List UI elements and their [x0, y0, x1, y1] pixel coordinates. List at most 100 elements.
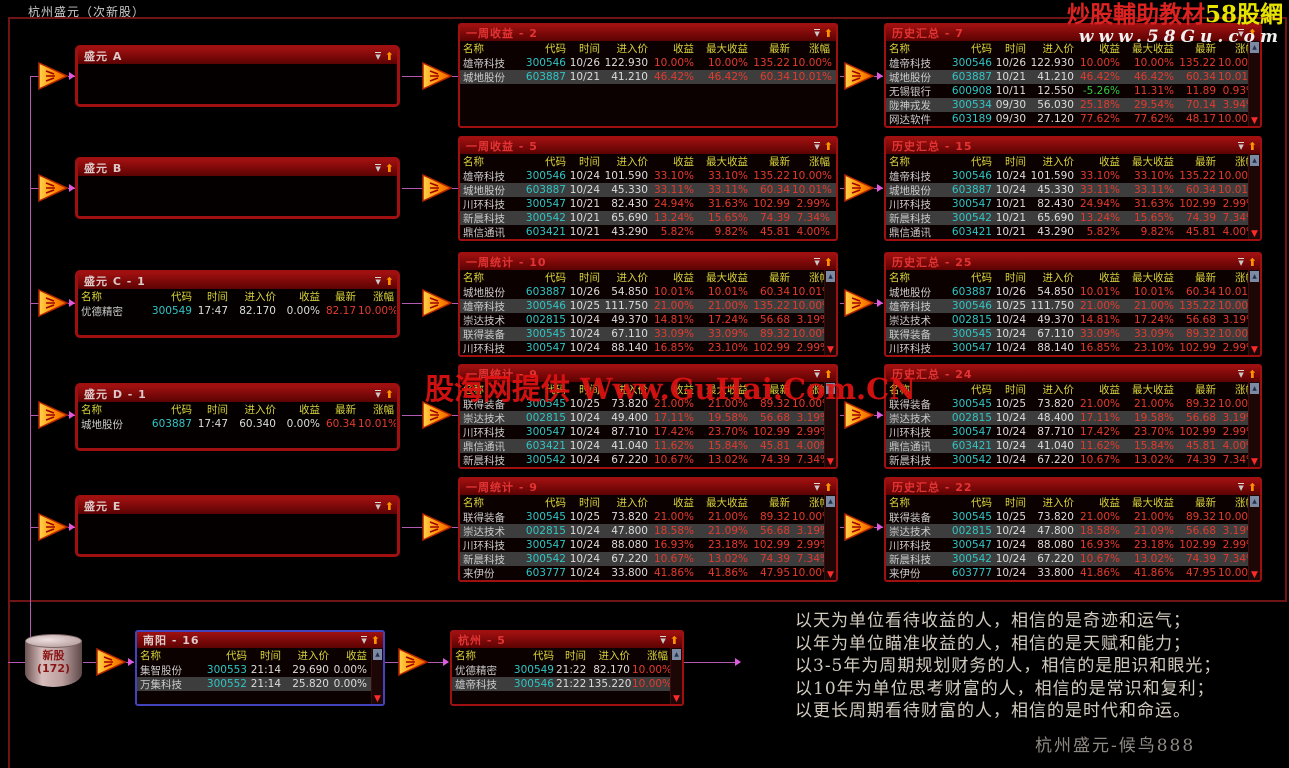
- table-row[interactable]: 崇达技术 002815 10/24 49.400 17.11% 19.58% 56.68 3.…: [460, 411, 836, 425]
- table-row[interactable]: 新晨科技 300542 10/24 67.220 10.67% 13.02% 74.39 7.…: [460, 552, 836, 566]
- table-row[interactable]: 崇达技术 002815 10/24 48.400 17.11% 19.58% 56.68 3.…: [886, 411, 1260, 425]
- scroll-down-icon[interactable]: ▼: [827, 345, 834, 355]
- scroll-up-icon[interactable]: ▲: [1250, 383, 1259, 394]
- scroll-down-icon[interactable]: ▼: [374, 694, 381, 704]
- expand-icon[interactable]: ⬆: [669, 633, 679, 647]
- table-row[interactable]: 新晨科技 300542 10/24 67.220 10.67% 13.02% 74.39 7.…: [886, 552, 1260, 566]
- scroll-down-icon[interactable]: ▼: [673, 694, 680, 704]
- scroll-up-icon[interactable]: ▲: [826, 271, 835, 282]
- table-row[interactable]: 崇达技术 002815 10/24 47.800 18.58% 21.09% 56.68 3.…: [886, 524, 1260, 538]
- flow-arrow-icon[interactable]: [38, 512, 69, 542]
- panel-header[interactable]: 杭州 - 5 ▼ ⬆: [452, 632, 682, 648]
- scroll-down-icon[interactable]: ▼: [1251, 457, 1258, 467]
- panel-header[interactable]: 盛元 E ▼ ⬆: [78, 498, 397, 514]
- table-row[interactable]: 雄帝科技 300546 10/25 111.750 21.00% 21.00% 135.22…: [886, 299, 1260, 313]
- table-row[interactable]: 城地股份 603887 10/21 41.210 46.42% 46.42% 60.34 10…: [460, 70, 836, 84]
- panel-header[interactable]: 盛元 D - 1 ▼ ⬆: [78, 386, 397, 402]
- table-row[interactable]: 川环科技 300547 10/21 82.430 24.94% 31.63% 102.99 2…: [886, 197, 1260, 211]
- table-row[interactable]: 崇达技术 002815 10/24 49.370 14.81% 17.24% 56.68 3.…: [886, 313, 1260, 327]
- panel-header[interactable]: 一周收益 - 5 ▼ ⬆: [460, 138, 836, 154]
- flow-arrow-icon[interactable]: [422, 61, 453, 91]
- expand-icon[interactable]: ⬆: [823, 480, 833, 494]
- table-row[interactable]: 无锡银行 600908 10/11 12.550 -5.26% 11.31% 11.89 0.…: [886, 84, 1260, 98]
- scroll-up-icon[interactable]: ▲: [826, 383, 835, 394]
- panel-header[interactable]: 历史汇总 - 24 ▼ ⬆: [886, 366, 1260, 382]
- table-row[interactable]: 城地股份 603887 17:47 60.340 0.00% 60.34 10.01%: [78, 417, 397, 431]
- flow-arrow-icon[interactable]: [422, 288, 453, 318]
- expand-icon[interactable]: ⬆: [1247, 139, 1257, 153]
- collapse-icon[interactable]: ▼: [814, 369, 820, 379]
- collapse-icon[interactable]: ▼: [1238, 257, 1244, 267]
- expand-icon[interactable]: ⬆: [384, 161, 394, 175]
- expand-icon[interactable]: ⬆: [823, 139, 833, 153]
- flow-arrow-icon[interactable]: [422, 400, 453, 430]
- collapse-icon[interactable]: ▼: [814, 28, 820, 38]
- scrollbar[interactable]: ▲ ▼: [824, 270, 836, 355]
- scrollbar[interactable]: ▲ ▼: [371, 648, 383, 704]
- table-row[interactable]: 陇神戎发 300534 09/30 56.030 25.18% 29.54% 70.14 3.…: [886, 98, 1260, 112]
- table-row[interactable]: 崇达技术 002815 10/24 49.370 14.81% 17.24% 56.68 3.…: [460, 313, 836, 327]
- panel-header[interactable]: 一周收益 - 2 ▼ ⬆: [460, 25, 836, 41]
- table-row[interactable]: 雄帝科技 300546 10/26 122.930 10.00% 10.00% 135.22…: [886, 56, 1260, 70]
- panel-header[interactable]: 一周统计 - 9 ▼ ⬆: [460, 366, 836, 382]
- flow-arrow-icon[interactable]: [38, 173, 69, 203]
- table-row[interactable]: 川环科技 300547 10/24 88.080 16.93% 23.18% 102.99 2…: [460, 538, 836, 552]
- scroll-up-icon[interactable]: ▲: [826, 496, 835, 507]
- flow-arrow-icon[interactable]: [38, 61, 69, 91]
- panel-header[interactable]: 南阳 - 16 ▼ ⬆: [137, 632, 383, 648]
- table-row[interactable]: 鼎信通讯 603421 10/21 43.290 5.82% 9.82% 45.81 4.00…: [886, 225, 1260, 239]
- panel-header[interactable]: 历史汇总 - 25 ▼ ⬆: [886, 254, 1260, 270]
- scrollbar[interactable]: ▲ ▼: [1248, 382, 1260, 467]
- table-row[interactable]: 新晨科技 300542 10/24 67.220 10.67% 13.02% 74.39 7.…: [886, 453, 1260, 467]
- table-row[interactable]: 城地股份 603887 10/26 54.850 10.01% 10.01% 60.34 10…: [886, 285, 1260, 299]
- collapse-icon[interactable]: ▼: [375, 501, 381, 511]
- flow-arrow-icon[interactable]: [844, 400, 875, 430]
- table-row[interactable]: 川环科技 300547 10/24 88.140 16.85% 23.10% 102.99 2…: [886, 341, 1260, 355]
- collapse-icon[interactable]: ▼: [1238, 28, 1244, 38]
- scrollbar[interactable]: ▲ ▼: [824, 382, 836, 467]
- table-row[interactable]: 城地股份 603887 10/26 54.850 10.01% 10.01% 60.34 10…: [460, 285, 836, 299]
- expand-icon[interactable]: ⬆: [384, 499, 394, 513]
- table-row[interactable]: 川环科技 300547 10/24 87.710 17.42% 23.70% 102.99 2…: [886, 425, 1260, 439]
- collapse-icon[interactable]: ▼: [375, 276, 381, 286]
- expand-icon[interactable]: ⬆: [823, 255, 833, 269]
- panel-header[interactable]: 历史汇总 - 15 ▼ ⬆: [886, 138, 1260, 154]
- expand-icon[interactable]: ⬆: [1247, 255, 1257, 269]
- table-row[interactable]: 万集科技 300552 21:14 25.820 0.00%: [137, 677, 383, 691]
- expand-icon[interactable]: ⬆: [823, 367, 833, 381]
- scrollbar[interactable]: ▲ ▼: [1248, 154, 1260, 239]
- table-row[interactable]: 鼎信通讯 603421 10/21 43.290 5.82% 9.82% 45.81 4.00…: [460, 225, 836, 239]
- table-row[interactable]: 来伊份 603777 10/24 33.800 41.86% 41.86% 47.95 10.…: [460, 566, 836, 580]
- scroll-down-icon[interactable]: ▼: [1251, 570, 1258, 580]
- expand-icon[interactable]: ⬆: [823, 26, 833, 40]
- panel-header[interactable]: 盛元 C - 1 ▼ ⬆: [78, 273, 397, 289]
- table-row[interactable]: 新晨科技 300542 10/21 65.690 13.24% 15.65% 74.39 7.…: [886, 211, 1260, 225]
- flow-arrow-icon[interactable]: [844, 288, 875, 318]
- scroll-down-icon[interactable]: ▼: [1251, 116, 1258, 126]
- panel-header[interactable]: 历史汇总 - 22 ▼ ⬆: [886, 479, 1260, 495]
- panel-header[interactable]: 历史汇总 - 7 ▼ ⬆: [886, 25, 1260, 41]
- flow-arrow-icon[interactable]: [38, 288, 69, 318]
- collapse-icon[interactable]: ▼: [814, 257, 820, 267]
- table-row[interactable]: 川环科技 300547 10/24 88.140 16.85% 23.10% 102.99 2…: [460, 341, 836, 355]
- scrollbar[interactable]: ▲ ▼: [1248, 270, 1260, 355]
- table-row[interactable]: 雄帝科技 300546 10/25 111.750 21.00% 21.00% 135.22…: [460, 299, 836, 313]
- table-row[interactable]: 联得装备 300545 10/25 73.820 21.00% 21.00% 89.32 10…: [460, 510, 836, 524]
- table-row[interactable]: 联得装备 300545 10/25 73.820 21.00% 21.00% 89.32 10…: [886, 510, 1260, 524]
- panel-header[interactable]: 盛元 A ▼ ⬆: [78, 48, 397, 64]
- collapse-icon[interactable]: ▼: [660, 635, 666, 645]
- table-row[interactable]: 鼎信通讯 603421 10/24 41.040 11.62% 15.84% 45.81 4.…: [460, 439, 836, 453]
- scrollbar[interactable]: ▲ ▼: [1248, 495, 1260, 580]
- table-row[interactable]: 联得装备 300545 10/24 67.110 33.09% 33.09% 89.32 10…: [886, 327, 1260, 341]
- expand-icon[interactable]: ⬆: [370, 633, 380, 647]
- new-stock-source-node[interactable]: 新股 (172): [25, 634, 82, 692]
- expand-icon[interactable]: ⬆: [1247, 26, 1257, 40]
- flow-arrow-icon[interactable]: [422, 512, 453, 542]
- expand-icon[interactable]: ⬆: [1247, 480, 1257, 494]
- table-row[interactable]: 新晨科技 300542 10/24 67.220 10.67% 13.02% 74.39 7.…: [460, 453, 836, 467]
- table-row[interactable]: 川环科技 300547 10/21 82.430 24.94% 31.63% 102.99 2…: [460, 197, 836, 211]
- scrollbar[interactable]: ▲ ▼: [1248, 41, 1260, 126]
- table-row[interactable]: 优德精密 300549 17:47 82.170 0.00% 82.17 10.00%: [78, 304, 397, 318]
- table-row[interactable]: 联得装备 300545 10/25 73.820 21.00% 21.00% 89.32 10…: [460, 397, 836, 411]
- flow-arrow-icon[interactable]: [38, 400, 69, 430]
